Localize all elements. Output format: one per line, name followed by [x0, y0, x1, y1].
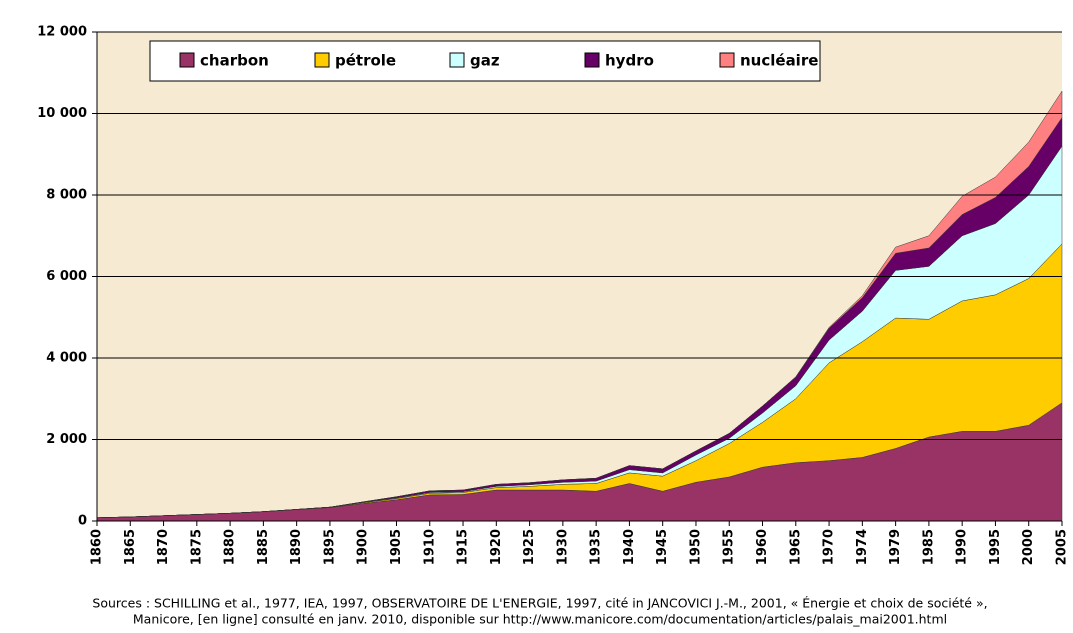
- legend-swatch: [584, 52, 600, 68]
- x-tick-label: 1865: [123, 529, 138, 565]
- y-tick-label: 12 000: [37, 25, 87, 40]
- x-tick-label: 1920: [489, 529, 504, 565]
- x-tick-label: 1979: [888, 529, 903, 565]
- x-tick-label: 1930: [555, 529, 570, 565]
- x-tick-label: 1905: [389, 529, 404, 565]
- x-tick-label: 1925: [522, 529, 537, 565]
- legend-label: pétrole: [335, 52, 396, 70]
- x-tick-label: 1985: [921, 529, 936, 565]
- y-tick-label: 8 000: [46, 188, 87, 203]
- x-tick-label: 1965: [788, 529, 803, 565]
- x-tick-label: 1880: [223, 529, 238, 565]
- y-tick-label: 10 000: [37, 106, 87, 121]
- x-tick-label: 1974: [855, 529, 870, 565]
- legend-label: charbon: [200, 52, 269, 70]
- x-tick-label: 1935: [589, 529, 604, 565]
- x-tick-label: 1945: [655, 529, 670, 565]
- x-tick-label: 1890: [289, 529, 304, 565]
- legend-label: gaz: [470, 52, 500, 70]
- legend-swatch: [179, 52, 195, 68]
- legend-swatch: [449, 52, 465, 68]
- x-tick-label: 1970: [822, 529, 837, 565]
- y-tick-label: 4 000: [46, 351, 87, 366]
- x-tick-label: 1900: [356, 529, 371, 565]
- y-tick-label: 6 000: [46, 269, 87, 284]
- x-tick-label: 1950: [688, 529, 703, 565]
- x-tick-label: 1915: [456, 529, 471, 565]
- x-tick-label: 1995: [988, 529, 1003, 565]
- x-tick-label: 1955: [722, 529, 737, 565]
- x-tick-label: 1895: [322, 529, 337, 565]
- x-tick-label: 1940: [622, 529, 637, 565]
- x-tick-label: 1910: [422, 529, 437, 565]
- x-tick-label: 1875: [189, 529, 204, 565]
- x-tick-label: 2005: [1055, 529, 1070, 565]
- legend-label: hydro: [605, 52, 654, 70]
- x-tick-label: 1990: [955, 529, 970, 565]
- source-line: Sources : SCHILLING et al., 1977, IEA, 1…: [92, 596, 987, 611]
- area: [96, 90, 1063, 518]
- x-tick-label: 1860: [90, 529, 105, 565]
- y-tick-label: 2 000: [46, 432, 87, 447]
- legend-swatch: [719, 52, 735, 68]
- legend-swatch: [314, 52, 330, 68]
- legend-label: nucléaire: [740, 52, 818, 70]
- x-tick-label: 2000: [1021, 529, 1036, 565]
- x-tick-label: 1885: [256, 529, 271, 565]
- x-tick-label: 1870: [156, 529, 171, 565]
- x-tick-label: 1960: [755, 529, 770, 565]
- y-tick-label: 0: [78, 514, 87, 529]
- source-line: Manicore, [en ligne] consulté en janv. 2…: [133, 612, 947, 627]
- legend: [149, 40, 821, 82]
